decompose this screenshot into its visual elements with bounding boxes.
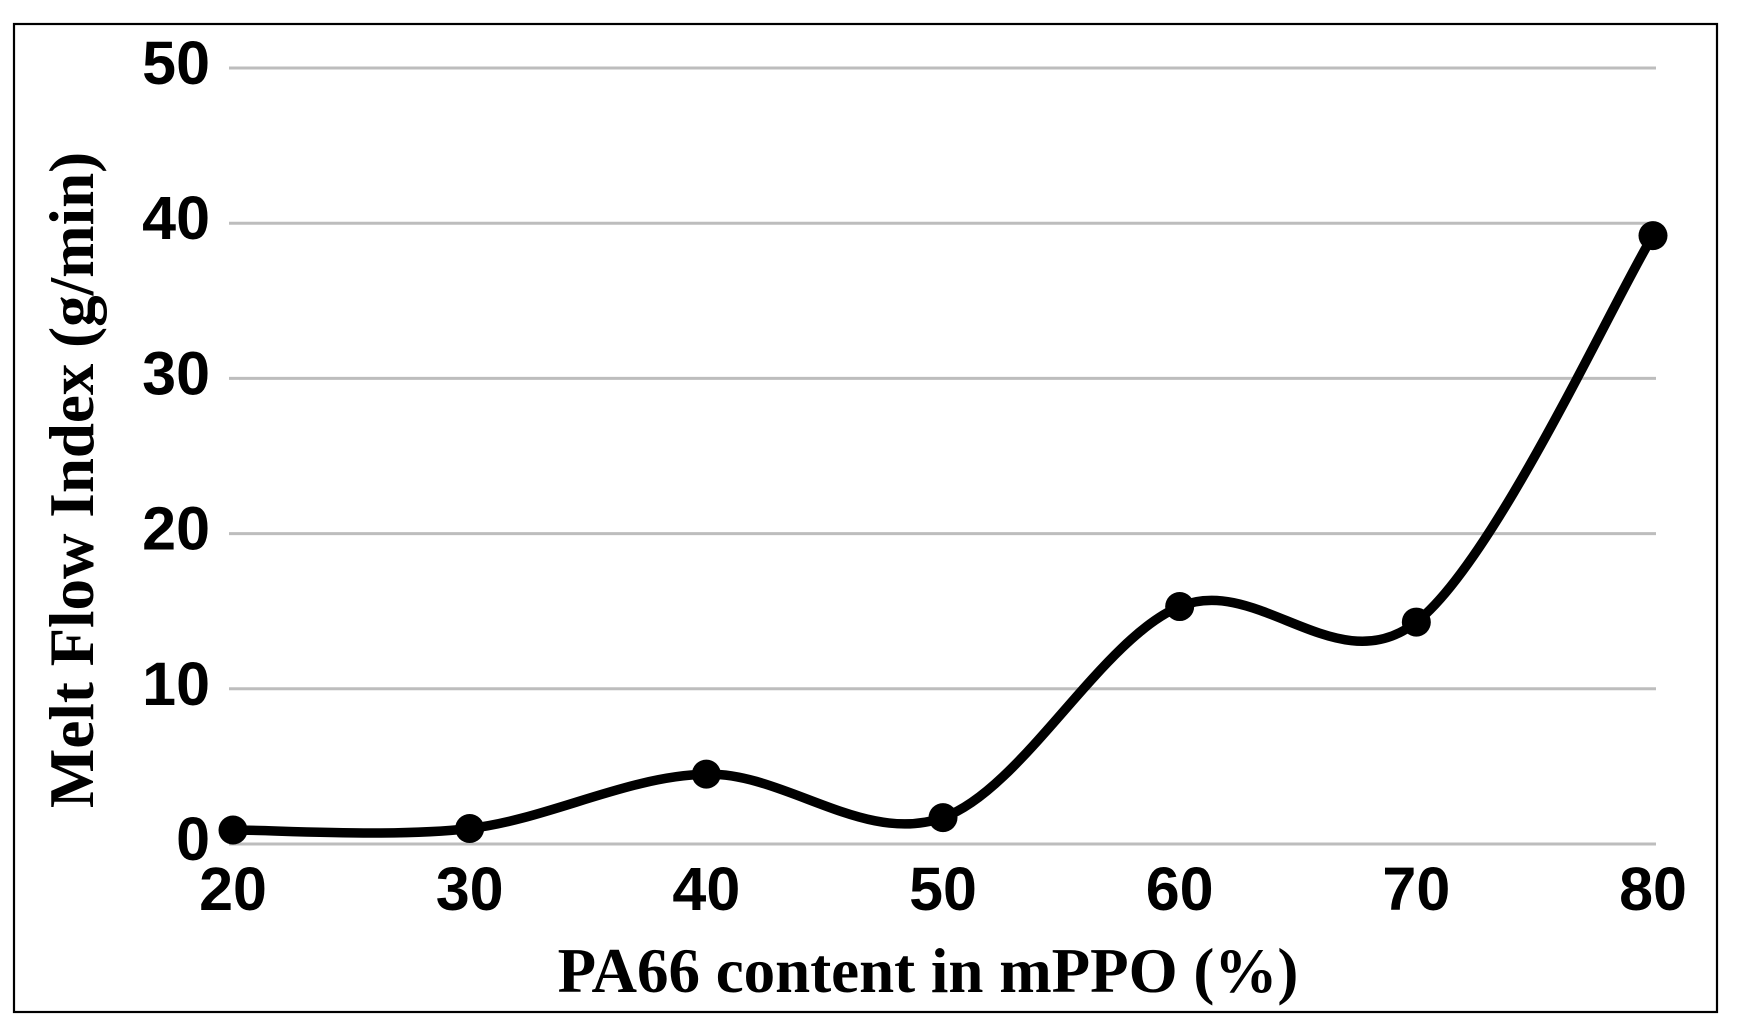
data-point-marker-x40	[691, 759, 721, 789]
x-tick-label-80: 80	[1619, 855, 1687, 923]
y-tick-label-30: 30	[142, 339, 210, 407]
x-axis-title: PA66 content in mPPO (%)	[558, 936, 1299, 1006]
data-point-marker-x30	[455, 813, 485, 843]
y-tick-label-50: 50	[142, 29, 210, 97]
data-point-marker-x50	[928, 803, 958, 833]
x-tick-label-20: 20	[199, 855, 267, 923]
data-point-marker-x60	[1165, 592, 1195, 622]
x-axis-tick-labels: 20 30 40 50 60 70 80	[199, 855, 1687, 923]
series-melt-flow-index	[218, 221, 1668, 845]
data-point-marker-x20	[218, 815, 248, 845]
y-tick-label-10: 10	[142, 650, 210, 718]
x-tick-label-70: 70	[1382, 855, 1450, 923]
figure-border	[12, 22, 1719, 1014]
x-tick-label-60: 60	[1146, 855, 1214, 923]
y-tick-label-20: 20	[142, 495, 210, 563]
x-tick-label-30: 30	[436, 855, 504, 923]
x-tick-label-40: 40	[672, 855, 740, 923]
data-point-marker-x80	[1638, 221, 1668, 251]
y-axis-title: Melt Flow Index (g/min)	[37, 152, 107, 808]
x-tick-label-50: 50	[909, 855, 977, 923]
y-tick-label-0: 0	[176, 805, 210, 873]
series-line	[228, 230, 1658, 838]
y-axis-tick-labels: 0 10 20 30 40 50	[142, 29, 210, 873]
gridlines	[229, 66, 1656, 846]
y-tick-label-40: 40	[142, 184, 210, 252]
data-point-marker-x70	[1401, 607, 1431, 637]
